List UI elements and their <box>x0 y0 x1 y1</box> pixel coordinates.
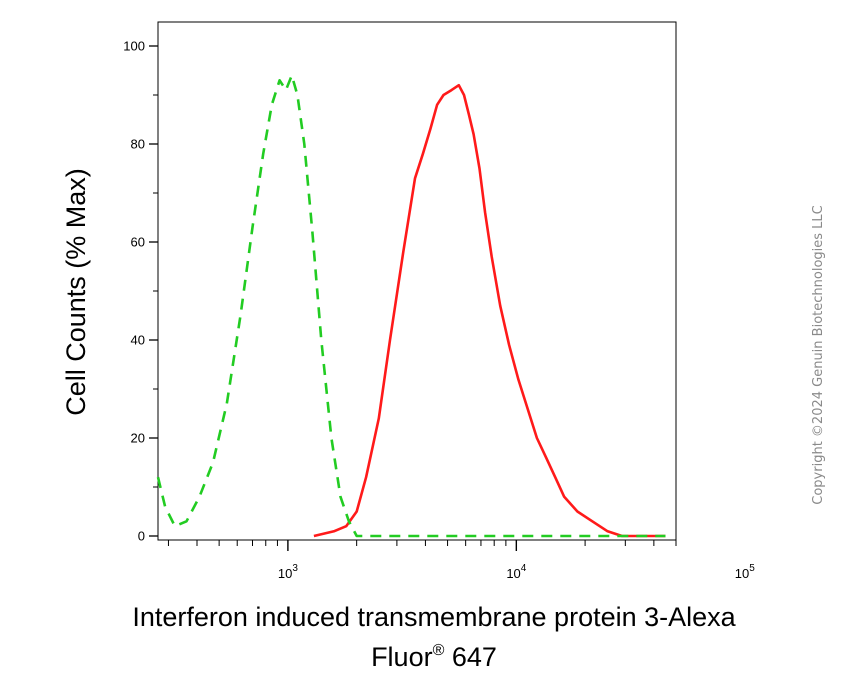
x-tick-label-exponent: 5 <box>749 563 755 574</box>
y-tick-label: 60 <box>131 235 145 250</box>
y-tick-label: 40 <box>131 333 145 348</box>
y-tick-label: 0 <box>138 529 145 544</box>
x-tick-label: 105 <box>735 563 755 581</box>
x-tick-label-base: 10 <box>278 566 292 581</box>
x-axis-title-fluor: Fluor <box>371 642 433 672</box>
x-axis-title-line1: Interferon induced transmembrane protein… <box>132 602 736 632</box>
x-tick-label: 103 <box>278 563 298 581</box>
x-tick-label: 104 <box>506 563 526 581</box>
x-tick-label-base: 10 <box>506 566 520 581</box>
plot-area <box>157 21 677 541</box>
y-tick-label: 80 <box>131 137 145 152</box>
series-line-1 <box>313 83 666 538</box>
x-axis-title-registered-mark: ® <box>433 642 445 659</box>
x-tick-label-exponent: 4 <box>521 563 527 574</box>
x-tick-label-exponent: 3 <box>292 563 298 574</box>
y-tick-label: 20 <box>131 431 145 446</box>
x-tick-label-base: 10 <box>735 566 749 581</box>
series-line-2 <box>156 74 666 538</box>
copyright-notice: Copyright ©2024 Genuin Biotechnologies L… <box>811 205 826 504</box>
series-layer <box>156 74 666 538</box>
x-axis-title-number: 647 <box>444 642 497 672</box>
y-tick-label: 100 <box>123 39 145 54</box>
plot-frame <box>157 21 677 541</box>
y-axis-title: Cell Counts (% Max) <box>61 168 91 416</box>
x-axis-title-line2: Fluor® 647 <box>371 642 497 672</box>
